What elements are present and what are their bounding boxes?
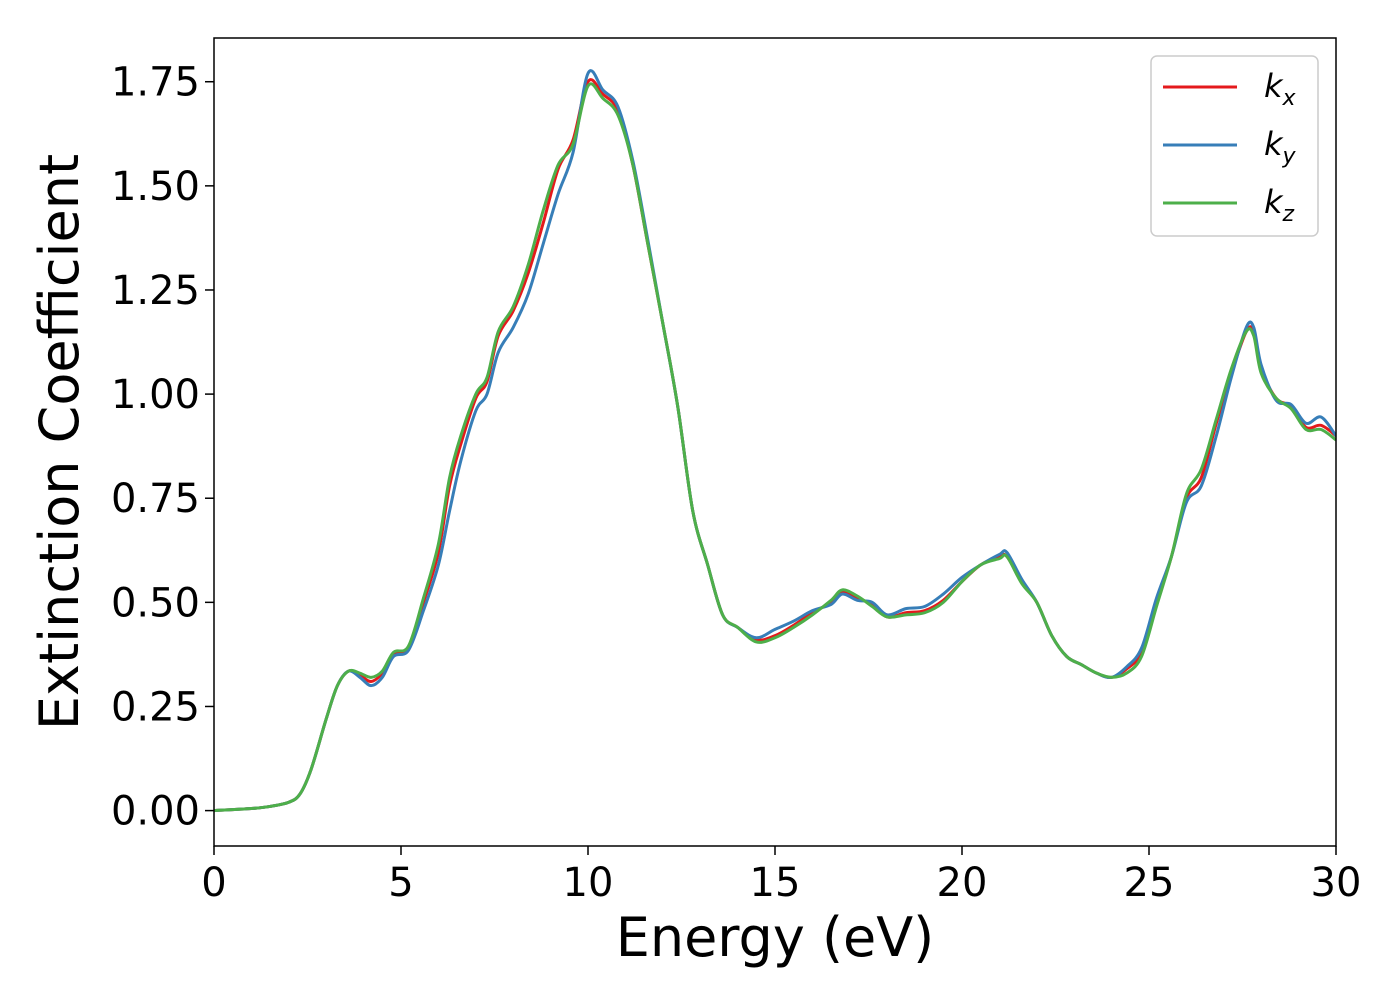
x-axis-ticks: 0 5 10 15 20 25 30 (201, 846, 1361, 906)
x-tick-label: 10 (563, 860, 614, 906)
x-tick-label: 15 (750, 860, 801, 906)
y-tick-label: 1.50 (111, 164, 200, 210)
y-tick-label: 1.00 (111, 372, 200, 418)
y-axis-ticks: 0.00 0.25 0.50 0.75 1.00 1.25 1.50 1.75 (111, 60, 214, 835)
legend-label-base: k (1264, 183, 1284, 221)
y-tick-label: 0.75 (111, 476, 200, 522)
x-tick-label: 5 (388, 860, 413, 906)
y-tick-label: 0.25 (111, 684, 200, 730)
series-layer (214, 69, 1336, 813)
y-tick-label: 1.75 (111, 60, 200, 106)
series-line-ky (214, 69, 1336, 813)
x-tick-label: 25 (1124, 860, 1175, 906)
y-tick-label: 1.25 (111, 268, 200, 314)
legend-label-kz: kz (1264, 183, 1295, 227)
x-tick-label: 20 (937, 860, 988, 906)
x-tick-label: 30 (1311, 860, 1362, 906)
y-axis-label: Extinction Coefficient (28, 154, 91, 730)
legend-label-base: k (1264, 67, 1284, 105)
axes-frame (213, 37, 1337, 847)
legend-label-subscript: y (1282, 144, 1297, 169)
series-line-kz (214, 82, 1336, 813)
x-tick-label: 0 (201, 860, 226, 906)
legend-label-subscript: x (1282, 86, 1297, 111)
legend-label-subscript: z (1282, 202, 1295, 227)
y-tick-label: 0.00 (111, 789, 200, 835)
x-axis-label: Energy (eV) (616, 906, 935, 969)
legend-label-ky: ky (1264, 125, 1297, 169)
legend-label-base: k (1264, 125, 1284, 163)
y-tick-label: 0.50 (111, 580, 200, 626)
legend-label-kx: kx (1264, 67, 1297, 111)
